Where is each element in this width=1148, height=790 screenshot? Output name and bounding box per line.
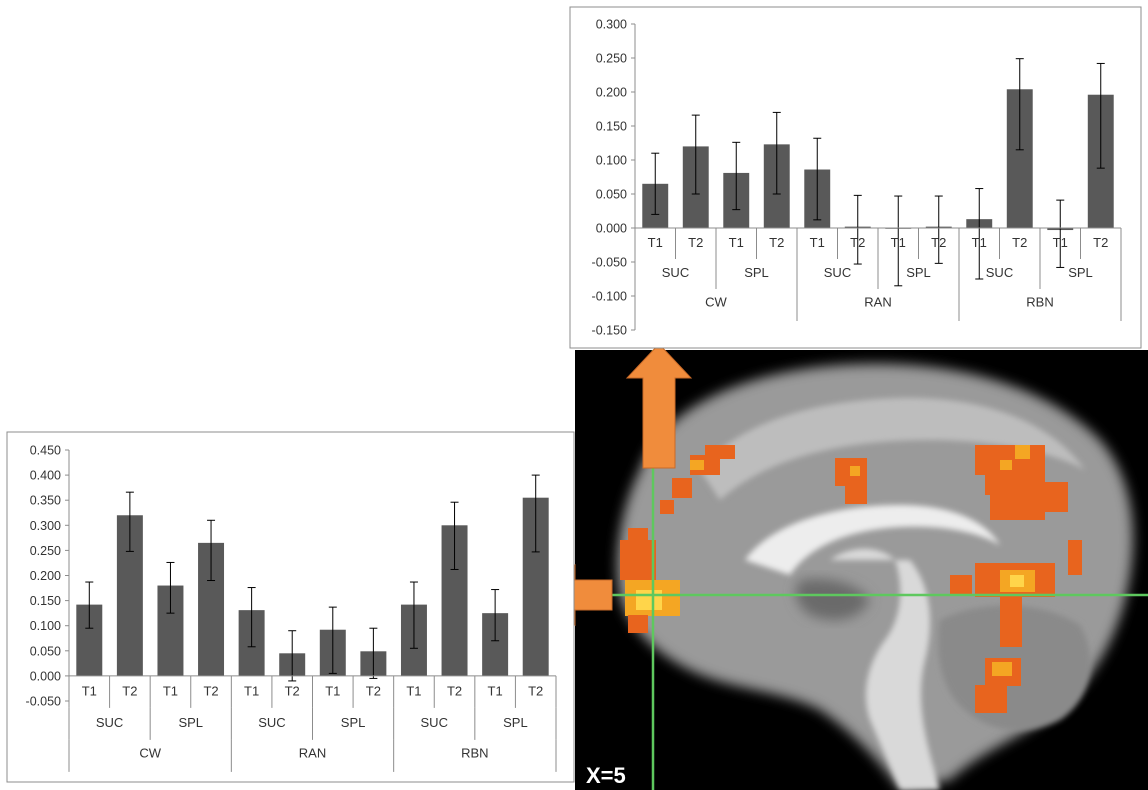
left-bars — [76, 474, 549, 682]
top-y-axis: 0.300 0.250 0.200 0.150 0.100 0.050 0.000 -0.05… — [592, 18, 636, 338]
left-y-tick-label: 0.200 — [30, 569, 61, 583]
left-y-tick-label: 0.350 — [30, 494, 61, 508]
brain-sagittal-panel: X=5 — [575, 350, 1148, 790]
top-category-label: T2 — [931, 235, 946, 250]
left-y-tick-label: 0.300 — [30, 519, 61, 533]
top-bars — [642, 58, 1114, 287]
top-y-tick-label: -0.100 — [592, 290, 627, 304]
left-x-axis: T1 T2 T1 T2 T1 T2 T1 T2 T1 T2 T1 T2 SUC SPL SUC SPL SUC S… — [68, 675, 557, 772]
left-group-label: RBN — [461, 746, 488, 761]
left-y-tick-label: 0.100 — [30, 619, 61, 633]
top-y-tick-label: 0.200 — [596, 86, 627, 100]
top-x-axis: T1 T2 T1 T2 T1 T2 T1 T2 T1 T2 T1 T2 SUC SPL SUC SPL SUC S… — [634, 227, 1122, 321]
top-category-label: T1 — [1053, 235, 1068, 250]
top-category-label: T1 — [729, 235, 744, 250]
left-subgroup-label: SUC — [258, 715, 285, 730]
top-y-tick-label: 0.300 — [596, 18, 627, 32]
left-category-label: T1 — [244, 684, 259, 699]
left-category-label: T1 — [325, 684, 340, 699]
left-subgroup-label: SPL — [503, 715, 528, 730]
top-group-label: RBN — [1026, 295, 1053, 310]
left-subgroup-label: SUC — [421, 715, 448, 730]
left-category-label: T2 — [366, 684, 381, 699]
top-y-tick-label: 0.100 — [596, 154, 627, 168]
left-y-tick-label: 0.000 — [30, 669, 61, 683]
top-chart-frame — [569, 6, 1142, 349]
top-category-label: T2 — [1093, 235, 1108, 250]
left-category-label: T1 — [406, 684, 421, 699]
left-category-label: T1 — [488, 684, 503, 699]
top-category-label: T2 — [688, 235, 703, 250]
left-group-label: RAN — [299, 746, 326, 761]
left-y-tick-label: 0.150 — [30, 594, 61, 608]
top-category-label: T1 — [810, 235, 825, 250]
left-subgroup-label: SPL — [341, 715, 366, 730]
left-subgroup-label: SPL — [178, 715, 203, 730]
left-y-tick-label: 0.050 — [30, 644, 61, 658]
left-bar-chart: 0.450 0.400 0.350 0.300 0.250 0.200 0.150 0.100… — [6, 431, 575, 783]
left-y-tick-label: 0.250 — [30, 544, 61, 558]
top-y-tick-label: -0.150 — [592, 324, 627, 338]
left-category-label: T1 — [163, 684, 178, 699]
left-y-tick-label: 0.400 — [30, 469, 61, 483]
up-arrow-icon — [625, 343, 693, 469]
left-category-label: T2 — [528, 684, 543, 699]
top-subgroup-label: SPL — [1068, 265, 1093, 280]
top-subgroup-label: SPL — [744, 265, 769, 280]
top-subgroup-label: SUC — [662, 265, 689, 280]
top-category-label: T1 — [972, 235, 987, 250]
top-subgroup-label: SUC — [824, 265, 851, 280]
left-category-label: T2 — [285, 684, 300, 699]
top-category-label: T1 — [891, 235, 906, 250]
top-group-label: CW — [705, 295, 727, 310]
top-category-label: T2 — [769, 235, 784, 250]
activation-clusters — [620, 445, 1082, 713]
left-y-tick-label: 0.450 — [30, 444, 61, 458]
left-category-label: T2 — [203, 684, 218, 699]
top-y-tick-label: 0.150 — [596, 120, 627, 134]
top-category-label: T2 — [1012, 235, 1027, 250]
top-y-tick-label: 0.050 — [596, 188, 627, 202]
left-y-axis: 0.450 0.400 0.350 0.300 0.250 0.200 0.150 0.100… — [26, 444, 70, 709]
top-group-label: RAN — [864, 295, 891, 310]
left-subgroup-label: SUC — [96, 715, 123, 730]
top-bar-chart: 0.300 0.250 0.200 0.150 0.100 0.050 0.000 -0.05… — [569, 6, 1142, 349]
left-y-tick-label: -0.050 — [26, 695, 61, 709]
slice-label: X=5 — [586, 763, 626, 788]
top-y-tick-label: -0.050 — [592, 256, 627, 270]
left-category-label: T2 — [122, 684, 137, 699]
top-y-tick-label: 0.250 — [596, 52, 627, 66]
top-category-label: T2 — [850, 235, 865, 250]
left-category-label: T2 — [447, 684, 462, 699]
top-subgroup-label: SUC — [986, 265, 1013, 280]
top-y-tick-label: 0.000 — [596, 222, 627, 236]
top-category-label: T1 — [648, 235, 663, 250]
left-group-label: CW — [139, 746, 161, 761]
left-category-label: T1 — [82, 684, 97, 699]
top-subgroup-label: SPL — [906, 265, 931, 280]
